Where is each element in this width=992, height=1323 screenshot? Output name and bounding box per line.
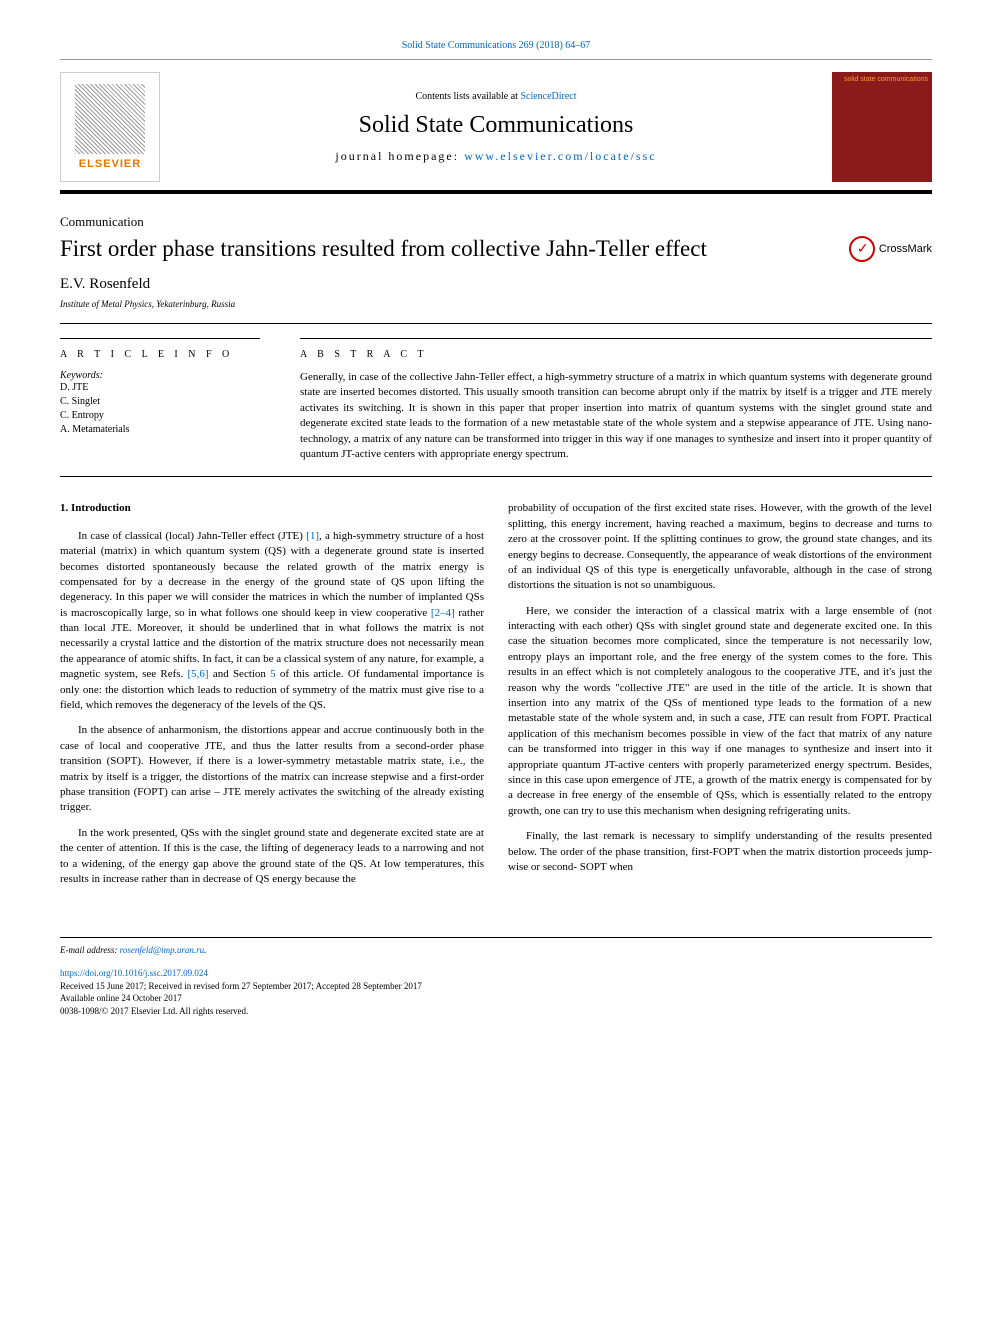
ref-link[interactable]: [1] bbox=[306, 530, 319, 542]
title-row: First order phase transitions resulted f… bbox=[60, 236, 932, 262]
abstract-text: Generally, in case of the collective Jah… bbox=[300, 370, 932, 462]
crossmark-icon bbox=[849, 236, 875, 262]
keywords-label: Keywords: bbox=[60, 370, 260, 381]
publisher-logo: ELSEVIER bbox=[60, 72, 160, 182]
issn-copyright: 0038-1098/© 2017 Elsevier Ltd. All right… bbox=[60, 1005, 932, 1018]
section-heading: 1. Introduction bbox=[60, 501, 484, 516]
paragraph-text: and Section bbox=[209, 668, 271, 680]
homepage-line: journal homepage: www.elsevier.com/locat… bbox=[160, 149, 832, 164]
email-label: E-mail address: bbox=[60, 945, 120, 955]
footer: E-mail address: rosenfeld@imp.uran.ru. h… bbox=[60, 937, 932, 1017]
article-type: Communication bbox=[60, 214, 932, 230]
header-citation: Solid State Communications 269 (2018) 64… bbox=[60, 40, 932, 51]
contents-prefix: Contents lists available at bbox=[415, 91, 520, 102]
article-title: First order phase transitions resulted f… bbox=[60, 236, 849, 262]
ref-link[interactable]: [5,6] bbox=[188, 668, 209, 680]
author-affiliation: Institute of Metal Physics, Yekaterinbur… bbox=[60, 299, 932, 309]
abstract-block: A R T I C L E I N F O Keywords: D. JTE C… bbox=[60, 323, 932, 477]
body-paragraph: Finally, the last remark is necessary to… bbox=[508, 829, 932, 875]
elsevier-tree-icon bbox=[75, 84, 145, 154]
footer-email-line: E-mail address: rosenfeld@imp.uran.ru. bbox=[60, 944, 932, 957]
citation-link[interactable]: Solid State Communications 269 (2018) 64… bbox=[402, 40, 591, 51]
crossmark-badge[interactable]: CrossMark bbox=[849, 236, 932, 262]
paragraph-text: In case of classical (local) Jahn-Teller… bbox=[78, 530, 306, 542]
doi-link[interactable]: https://doi.org/10.1016/j.ssc.2017.09.02… bbox=[60, 968, 208, 978]
body-paragraph: In case of classical (local) Jahn-Teller… bbox=[60, 529, 484, 714]
paragraph-text: , a high-symmetry structure of a host ma… bbox=[60, 530, 484, 619]
abstract-column: A B S T R A C T Generally, in case of th… bbox=[300, 338, 932, 462]
body-paragraph: probability of occupation of the first e… bbox=[508, 501, 932, 593]
journal-cover-icon: solid state communications bbox=[832, 72, 932, 182]
body-paragraph: In the absence of anharmonism, the disto… bbox=[60, 723, 484, 815]
masthead: ELSEVIER Contents lists available at Sci… bbox=[60, 59, 932, 194]
keyword-item: C. Entropy bbox=[60, 409, 260, 423]
body-paragraph: Here, we consider the interaction of a c… bbox=[508, 604, 932, 819]
keyword-item: C. Singlet bbox=[60, 395, 260, 409]
ref-link[interactable]: [2–4] bbox=[431, 607, 455, 619]
available-online: Available online 24 October 2017 bbox=[60, 992, 932, 1005]
email-link[interactable]: rosenfeld@imp.uran.ru bbox=[120, 945, 204, 955]
homepage-prefix: journal homepage: bbox=[335, 149, 464, 163]
article-info-column: A R T I C L E I N F O Keywords: D. JTE C… bbox=[60, 338, 260, 462]
author-name: E.V. Rosenfeld bbox=[60, 276, 932, 293]
cover-text: solid state communications bbox=[844, 76, 928, 83]
masthead-center: Contents lists available at ScienceDirec… bbox=[160, 91, 832, 164]
keywords-list: D. JTE C. Singlet C. Entropy A. Metamate… bbox=[60, 381, 260, 437]
body-columns: 1. Introduction In case of classical (lo… bbox=[60, 501, 932, 897]
homepage-link[interactable]: www.elsevier.com/locate/ssc bbox=[464, 149, 657, 163]
article-history: Received 15 June 2017; Received in revis… bbox=[60, 980, 932, 993]
body-right-column: probability of occupation of the first e… bbox=[508, 501, 932, 897]
body-left-column: 1. Introduction In case of classical (lo… bbox=[60, 501, 484, 897]
journal-title: Solid State Communications bbox=[160, 112, 832, 139]
abstract-heading: A B S T R A C T bbox=[300, 349, 932, 360]
sciencedirect-link[interactable]: ScienceDirect bbox=[520, 91, 576, 102]
body-paragraph: In the work presented, QSs with the sing… bbox=[60, 826, 484, 888]
page: Solid State Communications 269 (2018) 64… bbox=[0, 0, 992, 1057]
publisher-name: ELSEVIER bbox=[79, 158, 141, 170]
keyword-item: A. Metamaterials bbox=[60, 423, 260, 437]
article-info-heading: A R T I C L E I N F O bbox=[60, 349, 260, 360]
crossmark-label: CrossMark bbox=[879, 243, 932, 255]
keyword-item: D. JTE bbox=[60, 381, 260, 395]
contents-line: Contents lists available at ScienceDirec… bbox=[160, 91, 832, 102]
